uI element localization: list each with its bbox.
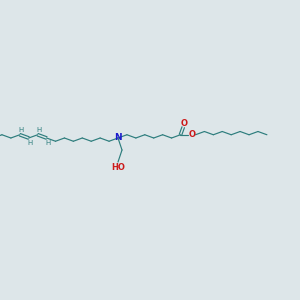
Text: H: H — [46, 140, 51, 146]
Text: H: H — [19, 127, 24, 133]
Text: N: N — [114, 134, 122, 142]
Text: O: O — [188, 130, 196, 139]
Text: HO: HO — [111, 164, 125, 172]
Text: H: H — [37, 127, 42, 133]
Text: O: O — [181, 119, 188, 128]
Text: H: H — [28, 140, 33, 146]
